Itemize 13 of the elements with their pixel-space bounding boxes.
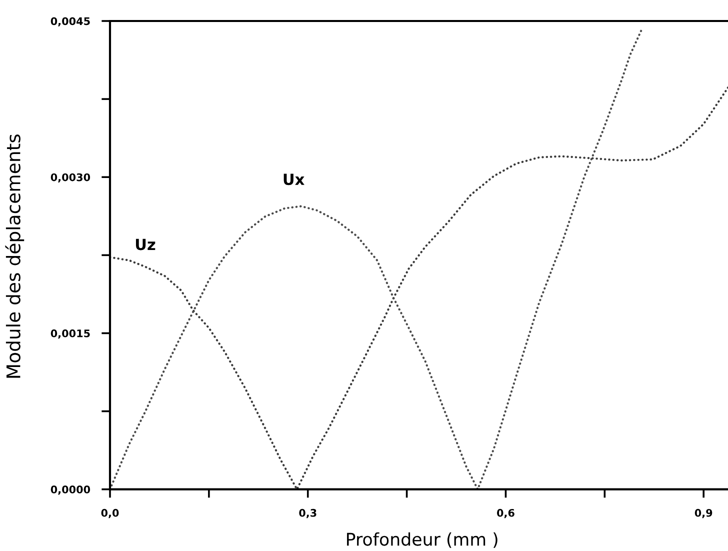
x-tick-label: 0,3 <box>299 508 316 518</box>
x-axis-title: Profondeur (mm ) <box>347 532 498 548</box>
x-tick-label: 0,9 <box>694 508 712 518</box>
y-axis-title: Module des déplacements <box>5 134 24 378</box>
series-label: Uz <box>136 238 156 250</box>
series-label: Ux <box>284 174 304 186</box>
y-tick-label: 0,0045 <box>50 17 90 26</box>
line-series <box>110 27 644 490</box>
x-tick-label: 0,0 <box>101 508 119 518</box>
y-tick-label: 0,0030 <box>50 173 90 183</box>
x-tick-label: 0,6 <box>497 508 514 518</box>
y-tick-label: 0,0000 <box>50 486 90 495</box>
y-tick-label: 0,0015 <box>50 329 90 339</box>
